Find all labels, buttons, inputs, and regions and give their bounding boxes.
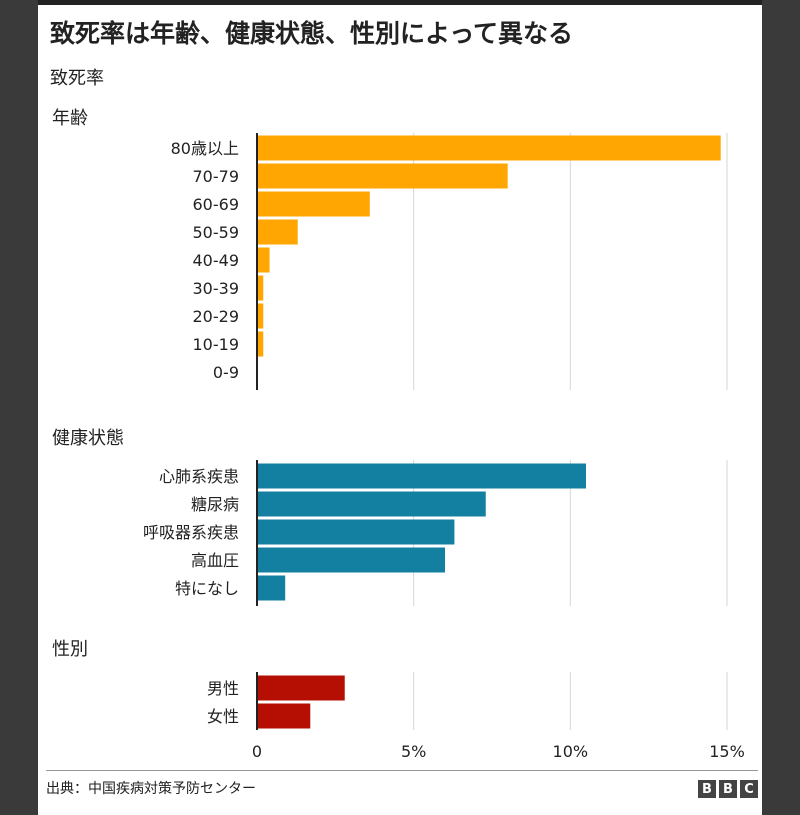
source-note: 出典：中国疾病対策予防センター: [46, 781, 256, 797]
category-label: 男性: [207, 679, 239, 698]
category-label: 20-29: [193, 307, 240, 326]
category-label: 心肺系疾患: [159, 467, 239, 486]
chart-title: 致死率は年齢、健康状態、性別によって異なる: [50, 19, 574, 48]
bar: [257, 547, 445, 573]
category-label: 30-39: [193, 279, 240, 298]
x-tick-label: 5%: [401, 742, 426, 761]
category-label: 60-69: [193, 195, 240, 214]
bbc-logo: B B C: [698, 780, 758, 798]
category-label: 70-79: [193, 167, 240, 186]
category-label: 高血圧: [191, 551, 239, 570]
chart-subtitle: 致死率: [50, 68, 104, 89]
x-tick-label: 0: [252, 742, 262, 761]
logo-letter: B: [719, 780, 737, 798]
bar: [257, 135, 721, 161]
bar: [257, 191, 370, 217]
category-label: 呼吸器系疾患: [143, 523, 239, 542]
bar: [257, 331, 264, 357]
category-label: 女性: [207, 707, 239, 726]
logo-letter: C: [740, 780, 758, 798]
section-label: 年齢: [52, 108, 88, 129]
category-label: 80歳以上: [171, 139, 239, 158]
bar: [257, 275, 264, 301]
bar: [257, 163, 508, 189]
section-label: 健康状態: [52, 428, 124, 449]
footer-rule: [46, 770, 758, 771]
x-tick-label: 10%: [553, 742, 589, 761]
section-label: 性別: [52, 639, 88, 660]
logo-letter: B: [698, 780, 716, 798]
bar: [257, 247, 270, 273]
bar: [257, 491, 486, 517]
bar: [257, 675, 345, 701]
bar: [257, 703, 311, 729]
category-label: 糖尿病: [191, 495, 239, 514]
bar-chart: 年齢 80歳以上 70-79 60-69 50-59 40-49 30-39 20-29 10-…: [52, 108, 745, 761]
bar: [257, 519, 455, 545]
x-tick-label: 15%: [709, 742, 745, 761]
category-label: 特になし: [175, 579, 239, 598]
bar: [257, 463, 586, 489]
bar: [257, 575, 286, 601]
bar: [257, 219, 298, 245]
top-rule: [38, 0, 762, 5]
category-label: 0-9: [213, 363, 239, 382]
category-label: 50-59: [193, 223, 240, 242]
category-label: 10-19: [193, 335, 240, 354]
bar: [257, 303, 264, 329]
category-label: 40-49: [193, 251, 240, 270]
chart-card: 致死率は年齢、健康状態、性別によって異なる 致死率 年齢 80歳以上 70-79 60…: [38, 0, 762, 815]
